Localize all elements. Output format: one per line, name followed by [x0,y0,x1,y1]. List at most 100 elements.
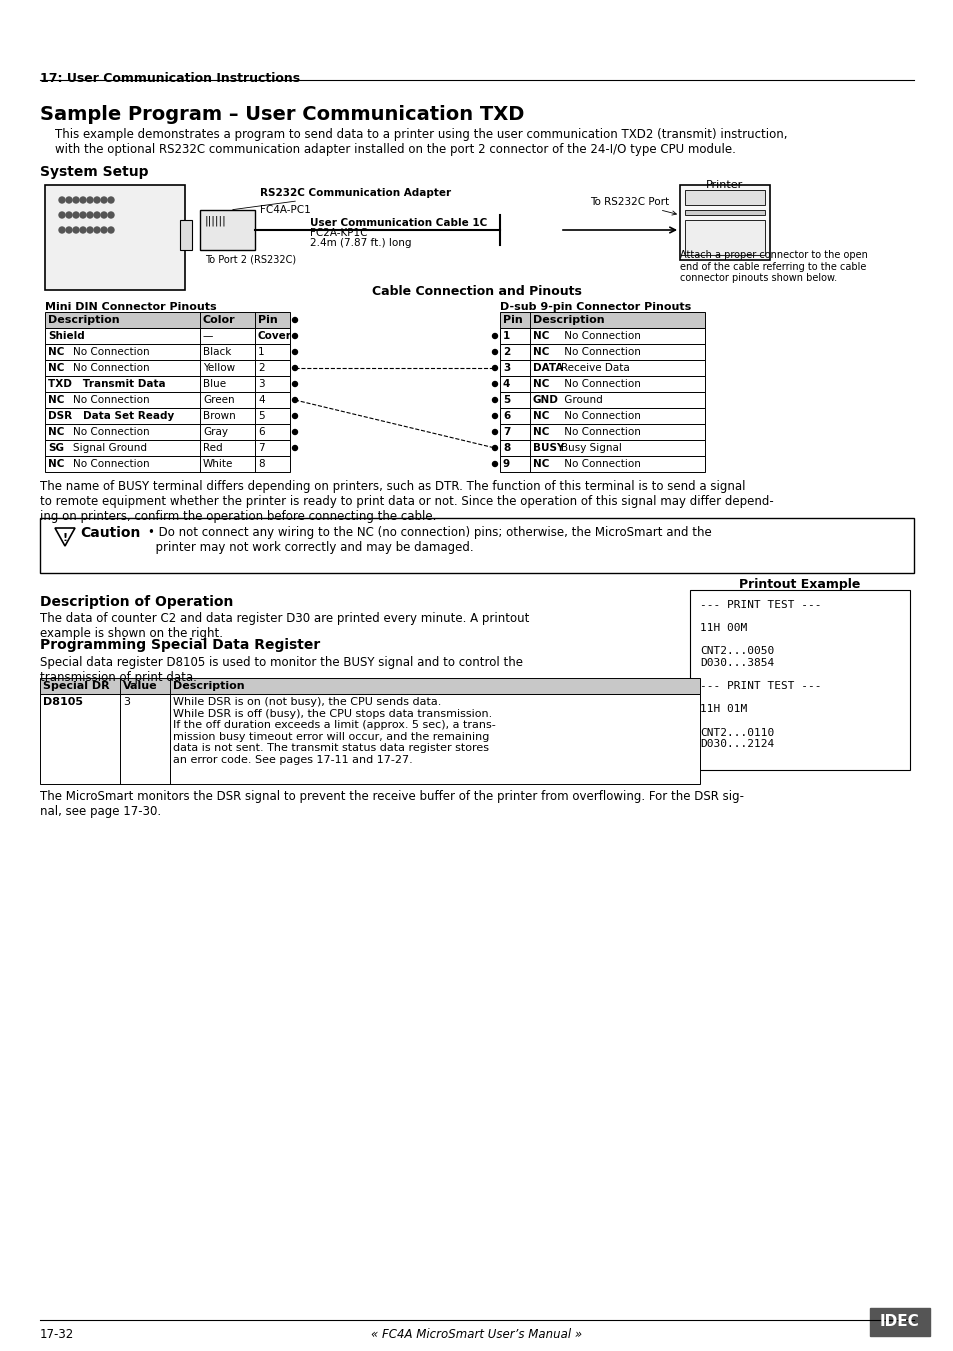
Bar [679,185,769,259]
Text: No Connection: No Connection [560,411,640,422]
Circle shape [293,381,297,386]
Bar [689,590,909,770]
Text: No Connection: No Connection [560,459,640,469]
Circle shape [492,446,497,450]
Circle shape [66,197,71,203]
Bar [45,457,290,471]
Text: System Setup: System Setup [40,165,149,178]
Text: No Connection: No Connection [73,347,150,357]
Circle shape [87,197,92,203]
Text: Description of Operation: Description of Operation [40,594,233,609]
Circle shape [94,197,100,203]
Text: Gray: Gray [203,427,228,436]
Circle shape [293,446,297,450]
Bar [499,376,704,392]
Text: User Communication Cable 1C: User Communication Cable 1C [310,218,487,228]
Circle shape [492,381,497,386]
Text: Ground: Ground [560,394,602,405]
Circle shape [492,462,497,466]
Text: Red: Red [203,443,222,453]
Text: Printer: Printer [705,180,742,190]
Circle shape [87,212,92,218]
Text: 3: 3 [502,363,510,373]
Circle shape [59,212,65,218]
Text: TXD   Transmit Data: TXD Transmit Data [48,380,166,389]
Text: BUSY: BUSY [533,443,564,453]
Text: No Connection: No Connection [560,380,640,389]
Bar [499,345,704,359]
Bar [869,1308,929,1336]
Text: DSR   Data Set Ready: DSR Data Set Ready [48,411,174,422]
Text: Description: Description [533,315,604,326]
Bar [180,220,192,250]
Text: No Connection: No Connection [73,459,150,469]
Bar [45,408,290,424]
Text: D-sub 9-pin Connector Pinouts: D-sub 9-pin Connector Pinouts [499,303,691,312]
Text: Blue: Blue [203,380,226,389]
Text: Cover: Cover [257,331,292,340]
Circle shape [293,413,297,419]
Circle shape [101,227,107,232]
Circle shape [101,197,107,203]
Text: RS232C Communication Adapter: RS232C Communication Adapter [233,188,451,209]
Text: —: — [203,331,213,340]
Text: Pin: Pin [502,315,522,326]
Text: NC: NC [48,347,64,357]
Text: Special data register D8105 is used to monitor the BUSY signal and to control th: Special data register D8105 is used to m… [40,657,522,684]
Bar [499,359,704,376]
Text: Mini DIN Connector Pinouts: Mini DIN Connector Pinouts [45,303,216,312]
Circle shape [94,212,100,218]
Circle shape [59,227,65,232]
Text: Yellow: Yellow [203,363,234,373]
Text: --- PRINT TEST ---

11H 00M

CNT2...0050
D030...3854

--- PRINT TEST ---

11H 01: --- PRINT TEST --- 11H 00M CNT2...0050 D… [700,600,821,750]
Bar [45,392,290,408]
Bar [45,424,290,440]
Circle shape [108,197,113,203]
Text: No Connection: No Connection [560,347,640,357]
Text: 9: 9 [502,459,510,469]
Bar [684,190,764,205]
Text: 17-32: 17-32 [40,1328,74,1342]
Bar [45,185,185,290]
Circle shape [293,366,297,370]
Bar [684,220,764,255]
Text: Brown: Brown [203,411,235,422]
Bar [684,209,764,215]
Text: 2.4m (7.87 ft.) long: 2.4m (7.87 ft.) long [310,238,411,249]
Text: No Connection: No Connection [560,427,640,436]
Circle shape [94,227,100,232]
Circle shape [293,430,297,435]
Text: NC: NC [48,363,64,373]
Text: Value: Value [123,681,157,690]
Text: 5: 5 [257,411,264,422]
Text: NC: NC [533,331,549,340]
Bar [45,345,290,359]
Circle shape [101,212,107,218]
Text: Pin: Pin [257,315,277,326]
Text: NC: NC [533,380,549,389]
Circle shape [293,317,297,323]
Circle shape [59,197,65,203]
Text: This example demonstrates a program to send data to a printer using the user com: This example demonstrates a program to s… [55,128,786,155]
Text: FC2A-KP1C: FC2A-KP1C [310,228,367,238]
Text: Attach a proper connector to the open
end of the cable referring to the cable
co: Attach a proper connector to the open en… [679,250,867,284]
Bar [499,408,704,424]
Circle shape [293,334,297,339]
Circle shape [293,397,297,403]
Bar [40,678,700,694]
Circle shape [73,227,79,232]
Bar [200,209,254,250]
Text: To RS232C Port: To RS232C Port [589,197,676,215]
Text: The MicroSmart monitors the DSR signal to prevent the receive buffer of the prin: The MicroSmart monitors the DSR signal t… [40,790,743,817]
Text: 17: User Communication Instructions: 17: User Communication Instructions [40,72,300,85]
Bar [45,440,290,457]
Text: 6: 6 [502,411,510,422]
Circle shape [492,413,497,419]
Circle shape [492,430,497,435]
Text: No Connection: No Connection [73,427,150,436]
Text: Special DR: Special DR [43,681,110,690]
Bar [499,457,704,471]
Text: 8: 8 [502,443,510,453]
Bar [45,359,290,376]
Text: Black: Black [203,347,232,357]
